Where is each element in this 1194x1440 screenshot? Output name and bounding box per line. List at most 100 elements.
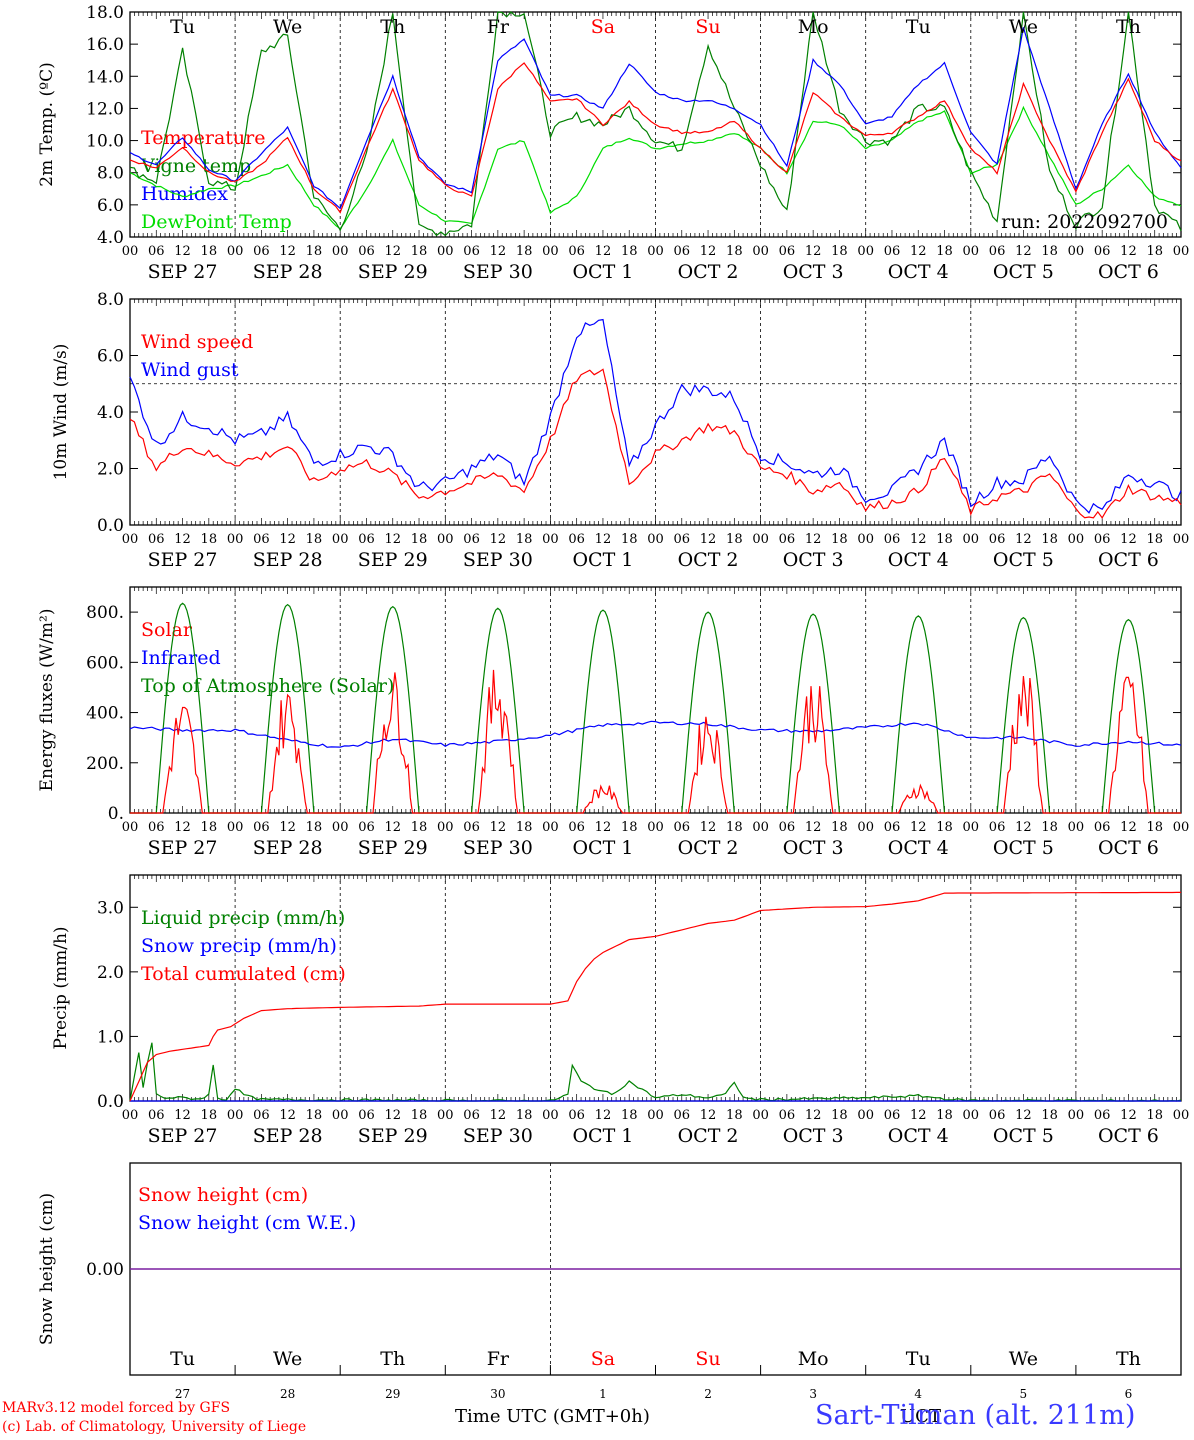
hour-tick-label: 12 — [490, 820, 507, 835]
series-line-humidex — [129, 27, 1182, 210]
date-label: OCT 2 — [678, 837, 739, 859]
hour-tick-label: 00 — [437, 1108, 454, 1123]
hour-tick-label: 18 — [936, 1108, 953, 1123]
y-tick-label: 8.0 — [97, 290, 124, 310]
date-label: OCT 5 — [993, 837, 1054, 859]
date-label: SEP 30 — [463, 837, 533, 859]
hour-tick-label: 00 — [1068, 244, 1085, 259]
station-title: Sart-Tilman (alt. 211m) — [815, 1400, 1136, 1431]
hour-tick-label: 00 — [437, 244, 454, 259]
x-axis-title: Time UTC (GMT+0h) — [455, 1406, 650, 1427]
day-abbr: Mo — [798, 1348, 829, 1370]
legend-entry: Snow height (cm W.E.) — [138, 1212, 356, 1234]
hour-tick-label: 06 — [463, 244, 480, 259]
y-tick-label: 0. — [108, 804, 124, 824]
hour-tick-label: 06 — [1094, 820, 1111, 835]
day-abbr: Th — [380, 16, 405, 38]
day-number: 27 — [175, 1387, 190, 1401]
date-label: SEP 29 — [358, 549, 428, 571]
hour-tick-label: 18 — [1041, 820, 1058, 835]
date-label: SEP 27 — [148, 261, 218, 283]
hour-tick-label: 18 — [201, 820, 218, 835]
legend-entry: Temperature — [141, 127, 265, 149]
date-label: OCT 4 — [888, 1125, 949, 1147]
day-number: 28 — [280, 1387, 295, 1401]
series-line-infrared — [129, 720, 1182, 748]
hour-tick-label: 06 — [568, 244, 585, 259]
panel-2: 0.0 2.0 4.0 6.0 8.0 10m Wind (m/s) Wind speed W… — [51, 290, 1182, 536]
credit-line-1: MARv3.12 model forced by GFS — [2, 1400, 231, 1416]
day-abbr: Su — [695, 16, 720, 38]
hour-tick-label: 18 — [936, 820, 953, 835]
date-label: OCT 6 — [1098, 837, 1159, 859]
y-tick-label: 600. — [86, 653, 124, 673]
day-abbr: Tu — [170, 1348, 195, 1370]
y-tick-label: 1.0 — [97, 1027, 124, 1047]
hour-tick-label: 18 — [726, 820, 743, 835]
y-tick-label: 12.0 — [86, 99, 124, 119]
hour-tick-label: 12 — [384, 820, 401, 835]
date-label: OCT 6 — [1098, 549, 1159, 571]
hour-tick-label: 12 — [700, 820, 717, 835]
hour-tick-label: 12 — [595, 820, 612, 835]
y-tick-label: 400. — [86, 704, 124, 724]
hour-tick-label: 12 — [174, 820, 191, 835]
hour-tick-label: 12 — [1015, 820, 1032, 835]
hour-tick-label: 12 — [490, 532, 507, 547]
hour-tick-label: 18 — [936, 244, 953, 259]
date-label: SEP 29 — [358, 261, 428, 283]
hour-tick-label: 18 — [726, 244, 743, 259]
legend-entry: Liquid precip (mm/h) — [141, 907, 345, 929]
hour-tick-label: 18 — [726, 532, 743, 547]
x-axis-labels: 00 06 12 18 SEP 27 00 06 12 18 SEP 28 00 06 12 18 SEP … — [122, 244, 1190, 283]
day-abbr: Tu — [906, 16, 931, 38]
day-number: 1 — [599, 1387, 607, 1401]
legend-entry: Solar — [141, 619, 193, 641]
hour-tick-label: 12 — [910, 820, 927, 835]
hour-tick-label: 06 — [358, 820, 375, 835]
hour-tick-label: 00 — [857, 532, 874, 547]
hour-tick-label: 06 — [568, 820, 585, 835]
date-label: OCT 1 — [572, 1125, 633, 1147]
hour-tick-label: 18 — [411, 820, 428, 835]
series-line-temperature — [129, 62, 1182, 214]
hour-tick-label: 18 — [306, 820, 323, 835]
hour-tick-label: 00 — [752, 1108, 769, 1123]
hour-tick-label: 12 — [384, 244, 401, 259]
hour-tick-label: 18 — [1146, 1108, 1163, 1123]
hour-tick-label: 12 — [174, 1108, 191, 1123]
legend-entry: Wind speed — [141, 331, 253, 353]
hour-tick-label: 00 — [963, 1108, 980, 1123]
day-abbr: Tu — [170, 16, 195, 38]
hour-tick-label: 00 — [332, 532, 349, 547]
hour-tick-label: 06 — [779, 244, 796, 259]
date-label: SEP 27 — [148, 837, 218, 859]
series-line-wind-speed — [129, 368, 1182, 519]
credit-line-2: (c) Lab. of Climatology, University of L… — [2, 1419, 307, 1435]
day-abbr: We — [1009, 16, 1038, 38]
hour-tick-label: 00 — [857, 244, 874, 259]
hour-tick-label: 06 — [779, 532, 796, 547]
hour-tick-label: 12 — [1015, 532, 1032, 547]
hour-tick-label: 12 — [805, 244, 822, 259]
hour-tick-label: 06 — [989, 244, 1006, 259]
hour-tick-label: 00 — [1173, 532, 1190, 547]
date-label: OCT 3 — [783, 549, 844, 571]
date-label: SEP 28 — [253, 837, 323, 859]
y-axis-title: Precip (mm/h) — [51, 926, 71, 1049]
hour-tick-label: 00 — [963, 532, 980, 547]
hour-tick-label: 12 — [910, 1108, 927, 1123]
hour-tick-label: 06 — [1094, 532, 1111, 547]
hour-tick-label: 12 — [279, 1108, 296, 1123]
hour-tick-label: 12 — [384, 532, 401, 547]
hour-tick-label: 00 — [1173, 1108, 1190, 1123]
series-line-total-cumulated — [129, 891, 1181, 1102]
hour-tick-label: 00 — [857, 820, 874, 835]
hour-tick-label: 12 — [1120, 820, 1137, 835]
y-tick-label: 18.0 — [86, 3, 124, 23]
date-label: OCT 4 — [888, 261, 949, 283]
legend-entry: Top of Atmosphere (Solar) — [141, 675, 394, 697]
hour-tick-label: 06 — [358, 1108, 375, 1123]
hour-tick-label: 18 — [411, 244, 428, 259]
hour-tick-label: 18 — [621, 1108, 638, 1123]
